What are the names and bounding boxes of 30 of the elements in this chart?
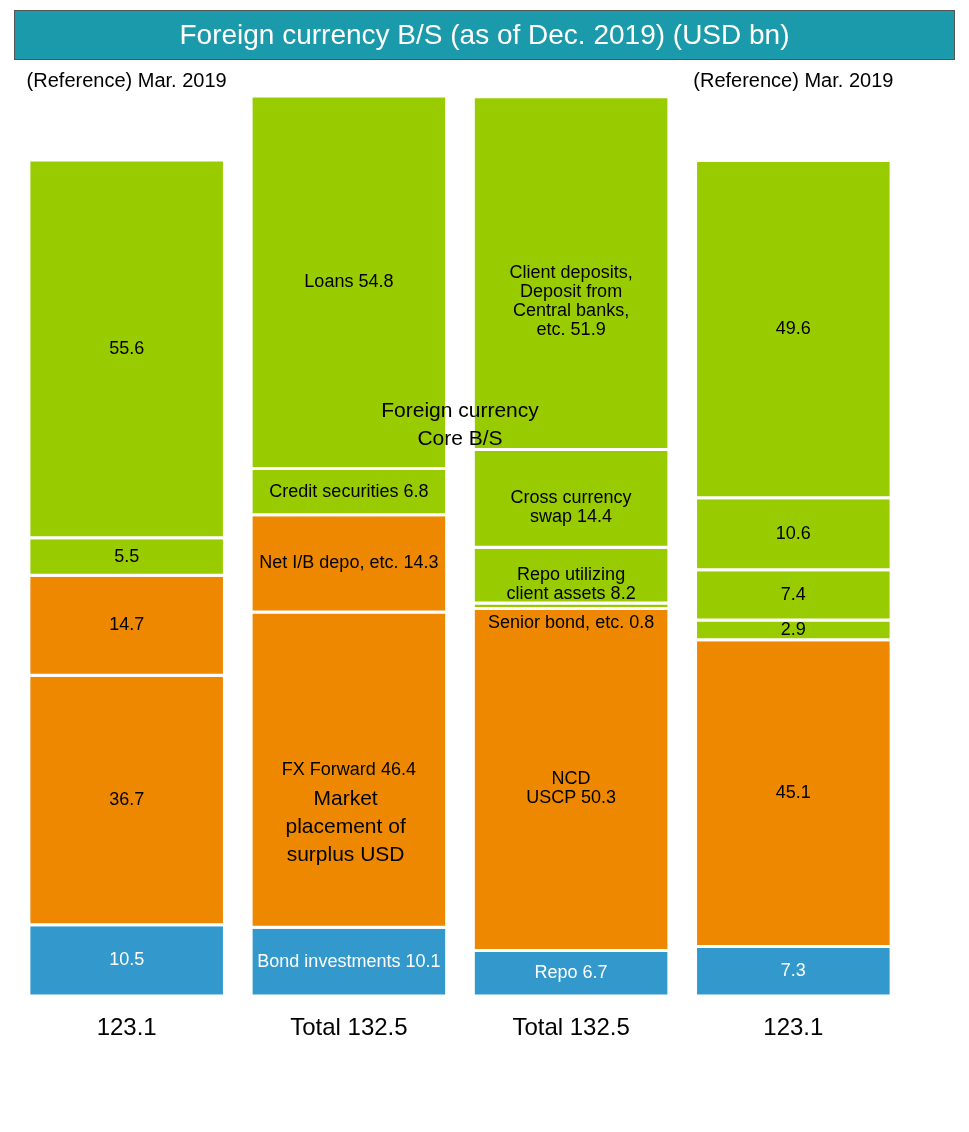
data-label: 49.6 xyxy=(775,318,811,339)
data-label: 2.9 xyxy=(780,618,806,639)
total-label: Total 132.5 xyxy=(290,1013,408,1040)
data-label: 36.7 xyxy=(109,788,145,809)
total-label: 123.1 xyxy=(763,1013,824,1040)
data-label: 45.1 xyxy=(775,782,811,803)
data-label: Repo 6.7 xyxy=(534,962,608,983)
data-label: 7.4 xyxy=(780,583,806,604)
annotation: Market placement of surplus USD xyxy=(285,785,406,865)
data-label: Cross currency swap 14.4 xyxy=(510,487,632,527)
chart-title: Foreign currency B/S (as of Dec. 2019) (USD bn) xyxy=(14,10,955,60)
data-label: Credit securities 6.8 xyxy=(269,480,429,501)
data-label: Bond investments 10.1 xyxy=(257,950,441,971)
data-label: Net I/B depo, etc. 14.3 xyxy=(259,552,439,573)
x-tick-label: (Reference) Mar. 2019 xyxy=(693,68,894,91)
data-label: 55.6 xyxy=(109,337,145,358)
data-label: 10.5 xyxy=(109,949,145,970)
total-label: 123.1 xyxy=(96,1013,157,1040)
data-label: Repo utilizing client assets 8.2 xyxy=(506,564,636,604)
x-tick-label: (Reference) Mar. 2019 xyxy=(26,68,227,91)
data-label: 10.6 xyxy=(775,522,811,543)
data-label: FX Forward 46.4 xyxy=(281,758,416,779)
data-label: Loans 54.8 xyxy=(304,271,394,292)
data-label: Client deposits, Deposit from Central banks, etc. 51.9 xyxy=(509,262,633,340)
data-label: NCD USCP 50.3 xyxy=(526,768,616,808)
total-label: Total 132.5 xyxy=(512,1013,630,1040)
data-label: 14.7 xyxy=(109,614,145,635)
data-label: 5.5 xyxy=(114,545,140,566)
data-label: 7.3 xyxy=(780,960,806,981)
data-label: Senior bond, etc. 0.8 xyxy=(488,611,655,632)
